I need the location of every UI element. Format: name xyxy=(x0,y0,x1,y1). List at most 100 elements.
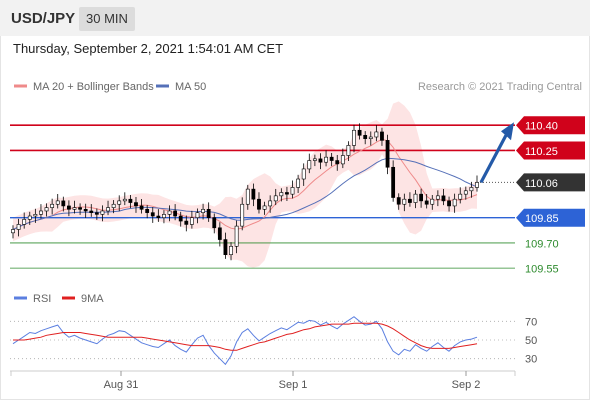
candle-body xyxy=(335,160,340,165)
candle-body xyxy=(301,168,306,180)
candle-body xyxy=(441,195,446,202)
candle-body xyxy=(296,178,301,188)
rsi-tick-70: 70 xyxy=(525,316,537,328)
candle-body xyxy=(173,210,178,217)
candle-body xyxy=(195,212,200,218)
candle-body xyxy=(279,192,284,197)
resistance-label-110.40: 110.40 xyxy=(525,121,558,133)
candle-body xyxy=(50,203,55,208)
resistance-label-110.25: 110.25 xyxy=(525,146,558,158)
candle-body xyxy=(324,156,328,163)
candle-body xyxy=(139,205,144,210)
candle-body xyxy=(469,187,474,192)
candle-body xyxy=(89,210,94,213)
support-label-109.85: 109.85 xyxy=(525,213,559,225)
symbol-title: USD/JPY xyxy=(11,10,76,27)
candle-body xyxy=(458,193,463,200)
forecast-arrow-head xyxy=(501,122,514,141)
rsi-tick-50: 50 xyxy=(525,335,537,347)
candle-body xyxy=(374,131,379,138)
candle-body xyxy=(318,158,323,163)
candle-body xyxy=(340,155,345,165)
candle-body xyxy=(11,229,15,234)
candle-body xyxy=(223,239,228,255)
candle-body xyxy=(212,217,217,229)
candle-body xyxy=(452,198,457,207)
candle-body xyxy=(217,227,222,240)
candle-body xyxy=(240,203,245,227)
candle-body xyxy=(290,187,295,195)
candle-body xyxy=(229,245,233,255)
candle-body xyxy=(83,208,88,212)
candle-body xyxy=(106,207,110,212)
candle-body xyxy=(413,193,418,203)
candle-body xyxy=(128,198,133,203)
candle-body xyxy=(27,215,32,220)
candle-body xyxy=(94,212,99,215)
timeframe-button[interactable]: 30 MIN xyxy=(79,7,135,31)
candle-body xyxy=(22,219,27,225)
support-tag-109.85 xyxy=(516,208,585,227)
candle-body xyxy=(16,224,21,230)
resistance-tag-110.25 xyxy=(516,141,585,160)
candle-body xyxy=(167,210,172,215)
candle-body xyxy=(251,188,256,200)
current-price-label: 110.06 xyxy=(525,178,558,190)
ma50-legend-label: MA 50 xyxy=(175,81,206,93)
candle-body xyxy=(447,200,451,207)
candle-body xyxy=(100,210,105,215)
x-tick-label-0: Aug 31 xyxy=(104,379,139,391)
rsi-tick-30: 30 xyxy=(525,354,537,366)
forecast-arrow-shaft xyxy=(479,134,508,184)
candle-body xyxy=(352,129,356,146)
candle-body xyxy=(430,198,435,205)
candle-body xyxy=(145,208,150,213)
candle-body xyxy=(475,182,479,188)
resistance-tag-110.40 xyxy=(516,116,585,135)
candle-body xyxy=(156,215,161,218)
credit-text: Research © 2021 Trading Central xyxy=(418,81,582,93)
ma20-legend-label: MA 20 + Bollinger Bands xyxy=(33,81,154,93)
target-label-109.55: 109.55 xyxy=(525,264,559,276)
bollinger-band xyxy=(13,101,477,268)
rsi-line xyxy=(12,316,478,366)
candle-body xyxy=(234,225,239,247)
candle-body xyxy=(72,207,77,210)
candle-body xyxy=(178,215,183,222)
candle-body xyxy=(424,200,429,205)
ma20-line xyxy=(12,138,478,230)
candle-body xyxy=(419,193,423,202)
candle-body xyxy=(257,198,261,210)
candle-body xyxy=(463,190,468,195)
x-tick-label-2: Sep 2 xyxy=(452,379,481,391)
candle-body xyxy=(150,212,155,217)
candle-body xyxy=(206,208,211,218)
x-tick-label-1: Sep 1 xyxy=(279,379,308,391)
candle-body xyxy=(184,220,189,225)
candle-body xyxy=(385,140,390,168)
candle-body xyxy=(44,207,49,212)
candle-body xyxy=(368,136,373,139)
candle-body xyxy=(134,202,138,207)
candle-body xyxy=(329,156,334,161)
candle-body xyxy=(285,192,289,195)
candle-body xyxy=(201,208,205,213)
candle-body xyxy=(111,203,116,208)
timestamp: Thursday, September 2, 2021 1:54:01 AM C… xyxy=(13,41,284,56)
candle-body xyxy=(346,145,351,156)
candle-body xyxy=(189,217,194,225)
candle-body xyxy=(245,188,250,205)
candle-body xyxy=(122,198,127,202)
candle-body xyxy=(268,200,273,207)
candle-body xyxy=(117,200,122,205)
candle-body xyxy=(39,210,43,215)
candle-body xyxy=(357,129,362,136)
candle-body xyxy=(61,200,66,207)
candle-body xyxy=(273,195,278,202)
chart-header: USD/JPY 30 MIN xyxy=(0,0,590,36)
candle-body xyxy=(391,166,396,198)
candle-body xyxy=(307,160,312,170)
rsi-ma-legend-label: 9MA xyxy=(81,293,104,305)
rsi-legend-label: RSI xyxy=(33,293,51,305)
